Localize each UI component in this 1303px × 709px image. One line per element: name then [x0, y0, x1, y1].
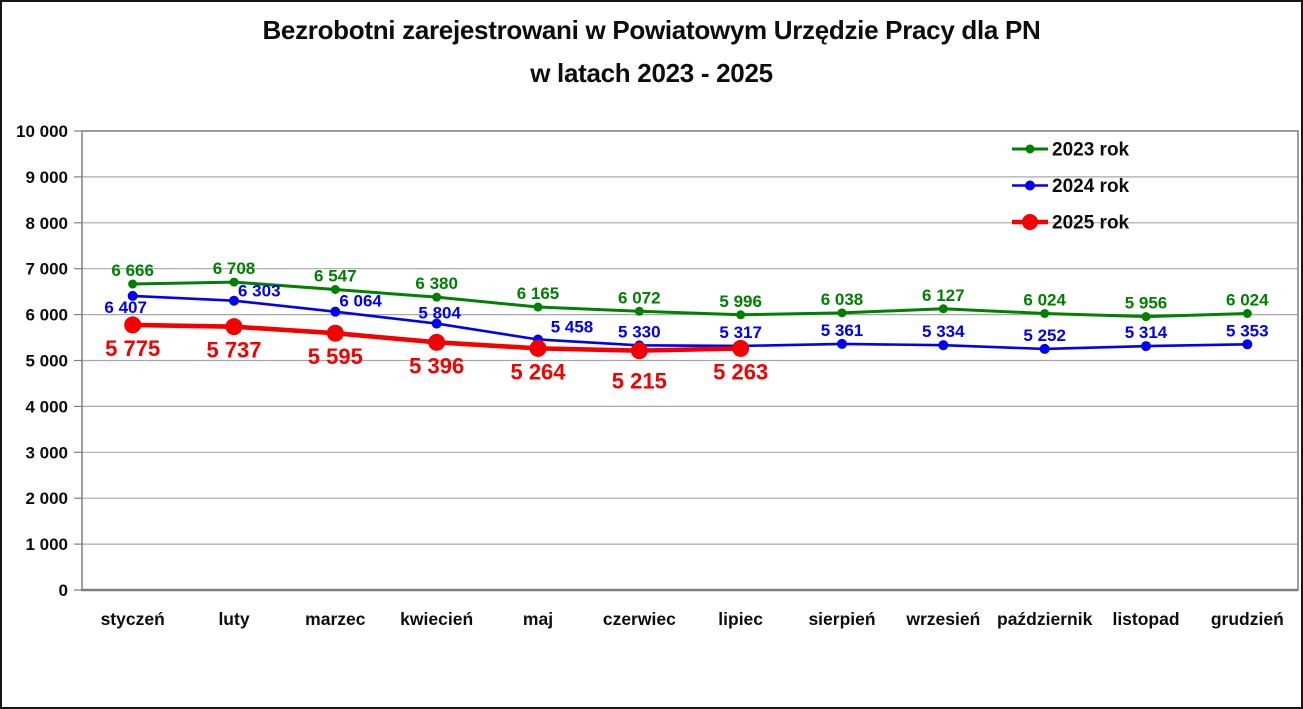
data-label: 5 263: [713, 359, 768, 384]
legend-marker: [1025, 144, 1035, 154]
data-label: 6 165: [517, 284, 560, 303]
data-label: 6 127: [922, 286, 965, 305]
data-point-2025-rok: [326, 324, 344, 342]
data-point-2025-rok: [630, 342, 648, 360]
y-tick-label: 5 000: [25, 352, 68, 371]
data-label: 6 380: [415, 274, 458, 293]
legend-item-2024-rok: 2024 rok: [1052, 176, 1130, 197]
data-point-2023-rok: [432, 292, 442, 302]
data-label: 5 264: [510, 359, 566, 384]
data-label: 5 361: [821, 321, 864, 340]
x-tick-label: lipiec: [718, 609, 763, 629]
data-point-2025-rok: [529, 339, 547, 357]
data-label: 5 775: [105, 336, 160, 361]
data-point-2023-rok: [330, 284, 340, 294]
legend-item-2025-rok: 2025 rok: [1052, 213, 1130, 234]
data-point-2024-rok: [1039, 343, 1050, 354]
data-label: 6 303: [238, 282, 281, 301]
y-tick-label: 8 000: [25, 214, 68, 233]
data-label: 5 317: [719, 323, 762, 342]
x-tick-label: czerwiec: [603, 609, 676, 629]
data-point-2023-rok: [128, 279, 138, 289]
y-tick-label: 0: [59, 581, 68, 600]
data-label: 5 396: [409, 353, 464, 378]
data-point-2025-rok: [124, 316, 142, 334]
data-point-2023-rok: [1040, 308, 1050, 318]
series-line-2023-rok: [132, 280, 1248, 319]
data-point-2025-rok: [428, 333, 446, 351]
y-tick-label: 10 000: [16, 122, 68, 141]
legend-item-2023-rok: 2023 rok: [1052, 140, 1130, 161]
chart-title: Bezrobotni zarejestrowani w Powiatowym U…: [2, 9, 1301, 95]
data-label: 6 547: [314, 266, 357, 285]
chart-title-line-1: Bezrobotni zarejestrowani w Powiatowym U…: [262, 15, 1041, 45]
legend-marker: [1025, 180, 1035, 191]
data-point-2024-rok: [938, 340, 949, 351]
y-tick-label: 1 000: [25, 535, 68, 554]
x-tick-label: luty: [218, 609, 249, 629]
data-point-2024-rok: [127, 290, 138, 301]
data-label: 6 666: [111, 261, 154, 280]
x-tick-label: grudzień: [1211, 609, 1284, 629]
data-point-2023-rok: [1242, 308, 1252, 318]
data-label: 6 038: [821, 290, 864, 309]
data-point-2023-rok: [634, 306, 644, 316]
x-tick-label: maj: [523, 609, 553, 629]
data-point-2024-rok: [330, 306, 341, 317]
data-point-2023-rok: [736, 310, 746, 320]
data-label: 5 252: [1023, 326, 1066, 345]
data-point-2024-rok: [837, 338, 847, 349]
x-tick-label: sierpień: [808, 609, 875, 629]
x-tick-label: listopad: [1112, 609, 1179, 629]
data-point-2024-rok: [1141, 341, 1151, 352]
x-tick-label: kwiecień: [400, 609, 473, 629]
x-tick-label: październik: [997, 609, 1093, 629]
data-point-2023-rok: [1141, 312, 1151, 322]
data-label: 6 072: [618, 288, 661, 307]
data-point-2024-rok: [431, 318, 442, 329]
data-label: 5 353: [1226, 321, 1269, 340]
chart-title-line-2: w latach 2023 - 2025: [530, 58, 773, 88]
y-tick-label: 2 000: [25, 489, 68, 508]
legend-marker: [1022, 214, 1038, 230]
x-tick-label: styczeń: [101, 609, 165, 629]
y-tick-label: 4 000: [25, 397, 68, 416]
data-point-2024-rok: [229, 295, 239, 306]
data-label: 5 458: [551, 317, 594, 336]
data-label: 5 334: [922, 322, 965, 341]
y-tick-label: 7 000: [25, 260, 68, 279]
y-tick-label: 3 000: [25, 443, 68, 462]
data-point-2023-rok: [938, 304, 948, 314]
x-tick-label: marzec: [305, 609, 366, 629]
data-label: 6 708: [213, 259, 256, 278]
y-tick-label: 6 000: [25, 306, 68, 325]
data-label: 6 407: [104, 298, 147, 317]
data-label: 6 024: [1023, 290, 1066, 309]
data-point-2025-rok: [225, 318, 243, 336]
data-point-2025-rok: [732, 339, 750, 357]
data-label: 5 956: [1125, 294, 1168, 313]
data-label: 5 996: [719, 292, 762, 311]
data-point-2023-rok: [229, 277, 239, 287]
series-line-2024-rok: [132, 294, 1248, 351]
data-label: 5 737: [206, 338, 261, 363]
data-label: 5 215: [612, 369, 667, 394]
data-label: 6 024: [1226, 290, 1269, 309]
data-point-2023-rok: [533, 302, 543, 312]
y-tick-label: 9 000: [25, 168, 68, 187]
data-label: 5 595: [308, 344, 363, 369]
data-label: 6 064: [339, 292, 382, 311]
data-label: 5 330: [618, 322, 661, 341]
data-label: 5 314: [1125, 323, 1168, 342]
data-point-2024-rok: [1242, 339, 1253, 350]
data-label: 5 804: [418, 304, 461, 323]
data-point-2023-rok: [837, 308, 847, 318]
x-tick-label: wrzesień: [905, 609, 980, 629]
